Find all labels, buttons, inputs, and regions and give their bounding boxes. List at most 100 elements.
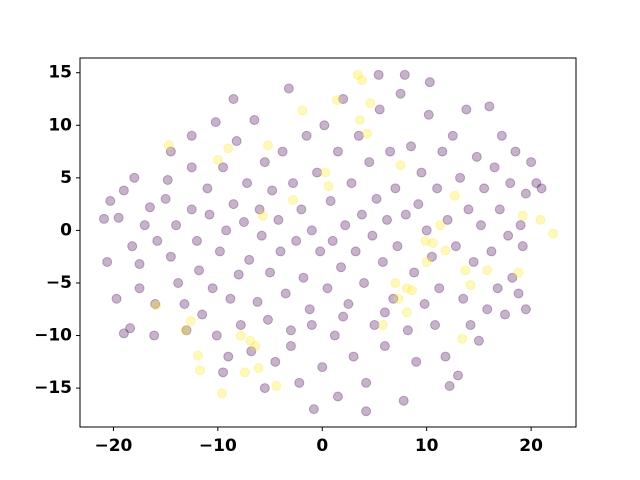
point xyxy=(465,320,476,331)
point xyxy=(338,94,349,104)
point xyxy=(270,356,281,367)
point xyxy=(210,117,221,128)
point xyxy=(484,101,495,112)
point xyxy=(395,160,406,171)
point xyxy=(482,304,493,315)
point xyxy=(475,220,486,231)
point xyxy=(231,136,242,147)
point xyxy=(510,146,521,157)
point xyxy=(245,335,256,346)
point xyxy=(171,220,182,231)
point xyxy=(223,143,234,154)
point xyxy=(413,199,424,210)
point xyxy=(265,267,276,278)
point xyxy=(191,235,202,246)
point xyxy=(291,235,302,246)
point xyxy=(304,304,315,315)
point xyxy=(365,98,376,109)
point xyxy=(458,293,469,304)
x-tick-label: −20 xyxy=(94,436,132,456)
point xyxy=(327,235,338,246)
point xyxy=(364,157,375,168)
point xyxy=(233,269,244,280)
point xyxy=(356,209,367,220)
point xyxy=(134,259,145,270)
point xyxy=(250,341,261,352)
point xyxy=(517,241,528,252)
point xyxy=(308,404,319,415)
point xyxy=(399,69,410,80)
point xyxy=(192,350,203,361)
x-tick-label: −10 xyxy=(199,436,237,456)
point xyxy=(401,307,412,318)
point xyxy=(513,288,524,299)
point xyxy=(259,157,270,168)
point xyxy=(520,304,531,315)
point xyxy=(354,115,365,126)
point xyxy=(323,181,334,192)
point xyxy=(505,178,516,189)
point xyxy=(254,204,265,215)
point xyxy=(409,267,420,278)
point xyxy=(325,195,336,206)
point xyxy=(118,185,129,196)
point xyxy=(320,167,331,178)
point xyxy=(346,178,357,189)
point xyxy=(426,251,437,262)
point xyxy=(195,365,206,376)
point xyxy=(173,277,184,288)
point xyxy=(221,225,232,236)
point xyxy=(520,188,531,199)
point xyxy=(262,314,273,325)
point xyxy=(442,214,453,225)
point xyxy=(162,174,173,185)
point xyxy=(362,128,373,139)
point xyxy=(430,320,441,331)
point xyxy=(377,320,388,331)
point xyxy=(246,346,257,357)
point xyxy=(496,130,507,141)
point xyxy=(185,315,196,326)
point xyxy=(343,299,354,309)
point xyxy=(486,246,497,257)
point xyxy=(461,104,472,115)
point xyxy=(390,277,401,288)
point xyxy=(419,299,430,309)
point xyxy=(118,328,129,339)
point xyxy=(479,183,490,194)
point xyxy=(194,265,205,276)
point xyxy=(348,351,359,362)
point xyxy=(385,146,396,157)
point xyxy=(379,307,390,318)
point xyxy=(235,330,246,341)
point xyxy=(102,256,113,267)
point xyxy=(294,377,305,388)
point xyxy=(350,246,361,257)
point xyxy=(317,362,328,373)
point xyxy=(515,220,526,231)
point xyxy=(259,383,270,394)
point xyxy=(393,293,404,304)
point xyxy=(315,246,326,257)
point xyxy=(367,230,378,241)
point xyxy=(392,241,403,252)
point xyxy=(271,381,282,391)
point xyxy=(179,299,190,309)
point xyxy=(277,146,288,157)
point xyxy=(242,178,253,189)
point xyxy=(127,241,138,252)
point xyxy=(332,391,343,402)
point xyxy=(150,299,161,309)
point xyxy=(503,230,514,241)
point xyxy=(235,320,246,331)
point xyxy=(301,130,312,141)
point xyxy=(401,283,412,294)
point xyxy=(329,330,340,341)
point xyxy=(217,388,228,399)
point xyxy=(338,311,349,322)
point xyxy=(165,251,176,262)
point xyxy=(517,210,528,221)
point xyxy=(374,104,385,115)
point xyxy=(361,377,372,388)
